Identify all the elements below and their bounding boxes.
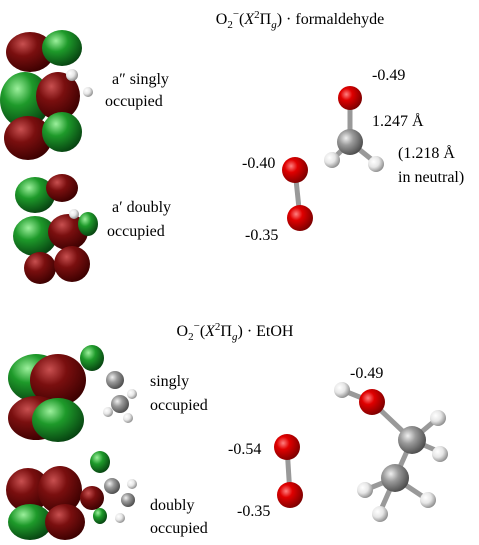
orbital-label: a′ doubly (112, 199, 171, 216)
orbital-label: a″ singly (112, 71, 169, 88)
figure: O2−(X2Πg) · formaldehyde a″ singly occup… (0, 0, 479, 545)
title-part: O (216, 11, 228, 28)
charge-label: -0.35 (237, 503, 270, 520)
charge-label: -0.49 (350, 365, 383, 382)
title-part: 2 (188, 331, 194, 343)
orbital-image (13, 174, 98, 284)
molecule (274, 382, 448, 522)
orbital-label: doubly (150, 497, 194, 514)
panel-title: O2−(X2Πg) · EtOH (177, 320, 294, 343)
charge-label: -0.54 (228, 441, 261, 458)
orbital-image (0, 30, 93, 160)
molecule (282, 86, 384, 231)
orbital-label: occupied (150, 397, 208, 414)
orbital-label: occupied (150, 520, 208, 537)
orbital-image (6, 451, 137, 540)
title-part: Π (220, 323, 232, 340)
orbital-label: singly (150, 373, 189, 390)
bond-label: 1.247 Å (372, 112, 424, 130)
bond-label: in neutral) (398, 169, 464, 186)
charge-label: -0.49 (372, 67, 405, 84)
orbital-image (8, 345, 137, 442)
orbital-label: occupied (107, 223, 165, 240)
panel-title: O2−(X2Πg) · formaldehyde (216, 8, 384, 31)
title-part: ) · formaldehyde (277, 11, 385, 28)
title-part: 2 (227, 19, 233, 31)
title-part: ) · EtOH (237, 323, 293, 340)
title-part: Π (260, 11, 272, 28)
charge-label: -0.35 (245, 227, 278, 244)
bond-label: (1.218 Å (398, 144, 455, 162)
orbital-label: occupied (105, 93, 163, 110)
title-part: O (177, 323, 189, 340)
charge-label: -0.40 (242, 155, 275, 172)
